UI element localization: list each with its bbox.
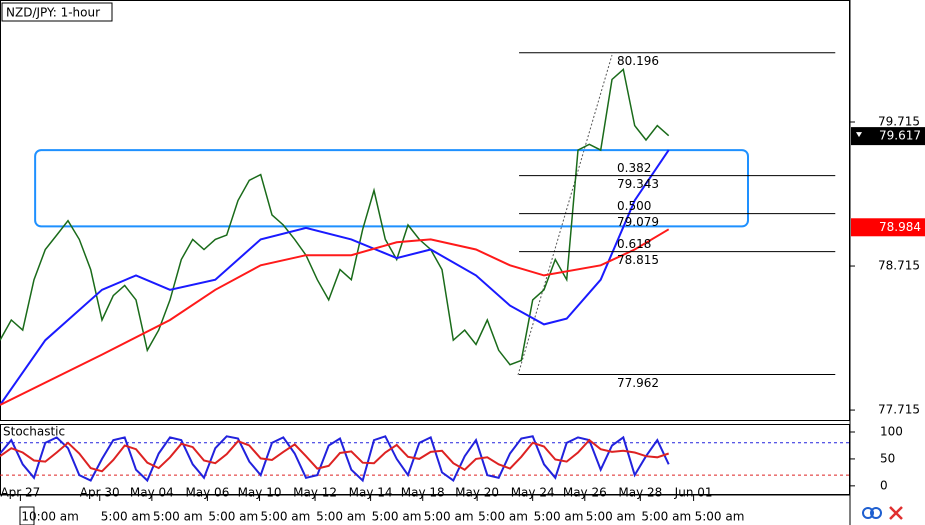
x-tick-label: Apr 30 (80, 486, 120, 500)
x-tick-label: May 06 (185, 486, 229, 500)
x-tick-label: May 26 (563, 486, 607, 500)
title-box (1, 2, 113, 22)
stochastic-panel (0, 424, 850, 495)
price-panel (0, 0, 850, 421)
cursor-box (19, 506, 35, 525)
series-line (0, 67, 670, 366)
y-tick-label: 100 (880, 425, 903, 439)
price-label: 78.984 (879, 220, 921, 234)
close-icon[interactable] (889, 506, 903, 520)
time-label: 5:00 am (101, 510, 151, 524)
x-tick-label: May 04 (130, 486, 174, 500)
y-tick-label: 0 (880, 478, 888, 492)
time-label: 5:00 am (372, 510, 422, 524)
fib-ratio: 0.382 (617, 161, 651, 175)
series-line (0, 435, 670, 483)
fib-price: 79.079 (617, 215, 659, 229)
time-label: 10:00 am (21, 510, 78, 524)
fib-price: 80.196 (617, 54, 659, 68)
x-tick-label: Apr 27 (0, 486, 40, 500)
time-label: 5:00 am (424, 510, 474, 524)
time-label: 5:00 am (208, 510, 258, 524)
time-label: 5:00 am (641, 510, 691, 524)
series-line (0, 438, 670, 473)
toolbar-icons[interactable] (862, 506, 903, 520)
x-tick-label: May 18 (401, 486, 445, 500)
chart-title: NZD/JPY: 1-hour (6, 6, 100, 20)
time-label: 5:00 am (478, 510, 528, 524)
fib-price: 77.962 (617, 376, 659, 390)
series-line (0, 228, 670, 406)
price-arrow (856, 132, 862, 138)
time-label: 5:00 am (586, 510, 636, 524)
y-tick-label: 78.715 (878, 259, 920, 273)
time-label: 5:00 am (261, 510, 311, 524)
fib-ratio: 0.618 (617, 237, 651, 251)
y-tick-label: 79.715 (878, 114, 920, 128)
x-tick-label: May 20 (455, 486, 499, 500)
time-label: 5:00 am (316, 510, 366, 524)
panel-title: Stochastic (3, 425, 65, 439)
price-marker (851, 127, 925, 146)
x-tick-label: May 14 (349, 486, 393, 500)
fib-ratio: 0.500 (617, 199, 651, 213)
zone (34, 149, 749, 228)
x-tick-label: May 28 (618, 486, 662, 500)
y-tick-label: 50 (880, 451, 895, 465)
time-label: 5:00 am (695, 510, 745, 524)
fib-trendline (517, 54, 613, 376)
y-tick-label: 77.715 (878, 403, 920, 417)
price-marker (851, 218, 925, 237)
time-label: 5:00 am (534, 510, 584, 524)
link-icon[interactable] (862, 507, 874, 519)
fib-price: 78.815 (617, 253, 659, 267)
time-label: 5:00 am (153, 510, 203, 524)
x-tick-label: May 24 (511, 486, 555, 500)
link-icon[interactable] (870, 507, 882, 519)
x-tick-label: Jun 01 (674, 486, 713, 500)
fib-price: 79.343 (617, 177, 659, 191)
x-tick-label: May 10 (238, 486, 282, 500)
x-tick-label: May 12 (293, 486, 337, 500)
price-label: 79.617 (879, 129, 921, 143)
